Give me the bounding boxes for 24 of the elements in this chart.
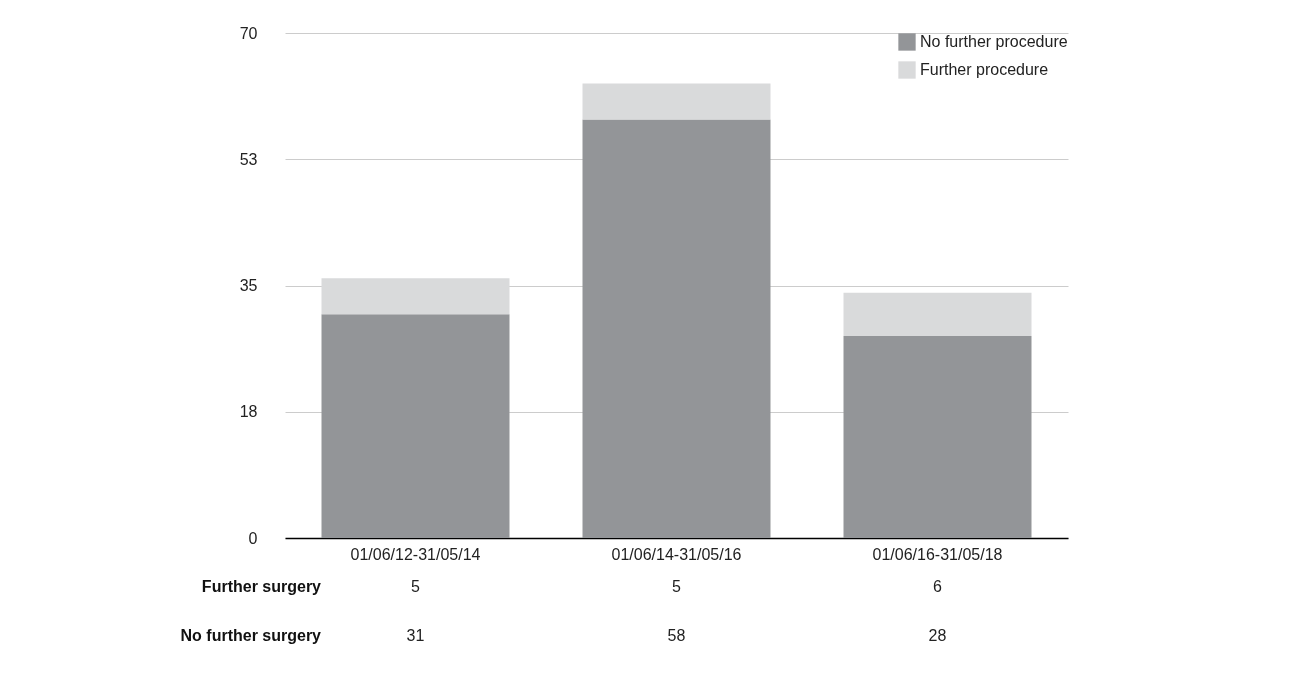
x-tick-label: 01/06/12-31/05/14 — [350, 545, 481, 563]
data-label: 5 — [411, 578, 421, 595]
legend-label: No further procedure — [920, 33, 1068, 50]
data-label: 28 — [928, 627, 947, 644]
bar — [843, 292, 1032, 336]
bar — [843, 336, 1032, 538]
y-tick-label: 70 — [239, 24, 258, 42]
bar — [582, 119, 771, 538]
x-tick-label: 01/06/14-31/05/16 — [611, 545, 742, 563]
bar — [321, 314, 510, 538]
text: No further surgery — [180, 627, 322, 644]
text: Further surgery — [201, 578, 322, 595]
y-tick-label: 35 — [239, 277, 258, 294]
data-label: 31 — [406, 627, 425, 644]
bar — [582, 83, 771, 120]
bar — [321, 278, 510, 315]
data-label: 6 — [933, 578, 943, 595]
y-tick-label: 18 — [239, 403, 258, 421]
data-label: 58 — [667, 627, 686, 644]
y-tick-label: 0 — [248, 529, 258, 547]
legend-label: Further procedure — [920, 61, 1049, 78]
x-tick-label: 01/06/16-31/05/18 — [872, 545, 1003, 563]
y-tick-label: 53 — [239, 150, 258, 168]
data-label: 5 — [672, 578, 682, 595]
